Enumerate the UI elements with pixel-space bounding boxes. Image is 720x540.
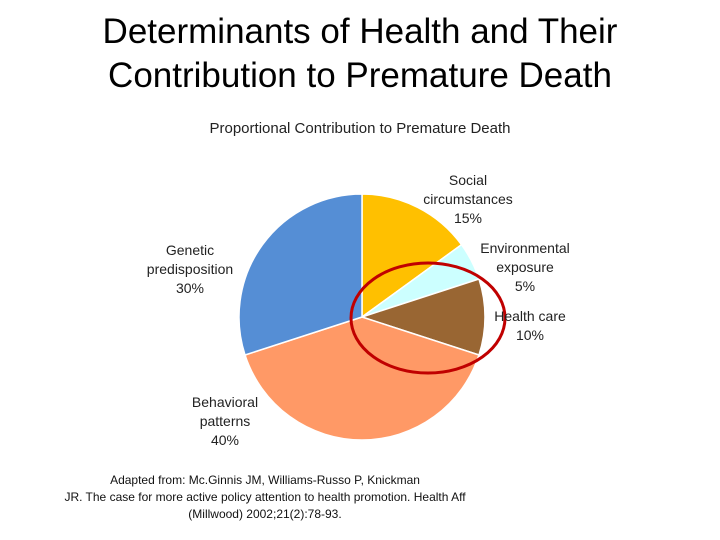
pie-slice-behavioral-patterns: [244, 316, 480, 441]
slice-value-label: 15%: [453, 210, 483, 226]
slice-label-line: circumstances: [423, 191, 513, 207]
slice-label-genetic-predisposition: Genetic predisposition 30%: [135, 241, 245, 298]
slice-value-label: 10%: [515, 327, 545, 343]
slice-label-line: patterns: [199, 413, 251, 429]
slice-label-line: Social: [448, 172, 488, 188]
slice-value-label: 40%: [210, 432, 240, 448]
slice-label-environmental-exposure: Environmental exposure 5%: [460, 239, 590, 296]
slice-label-line: Genetic: [165, 242, 215, 258]
citation-line-2: JR. The case for more active policy atte…: [64, 490, 466, 504]
citation-line-3: (Millwood) 2002;21(2):78-93.: [188, 507, 342, 521]
slice-label-line: exposure: [496, 259, 554, 275]
slice-label-behavioral-patterns: Behavioral patterns 40%: [165, 393, 285, 450]
pie-slice-health-care: [359, 278, 486, 356]
slide-title: Determinants of Health and Their Contrib…: [0, 10, 720, 98]
pie-slice-social-circumstances: [361, 193, 463, 319]
slice-value-label: 5%: [514, 278, 536, 294]
slice-label-social-circumstances: Social circumstances 15%: [398, 171, 538, 228]
slice-label-line: Environmental: [480, 240, 570, 256]
citation-line-1: Adapted from: Mc.Ginnis JM, Williams-Rus…: [110, 473, 420, 487]
slide-title-line-2: Contribution to Premature Death: [108, 56, 612, 95]
slide-title-line-1: Determinants of Health and Their: [102, 12, 618, 51]
slice-label-health-care: Health care 10%: [475, 307, 585, 345]
pie-slice-genetic-predisposition: [238, 193, 363, 356]
slice-label-line: predisposition: [146, 261, 234, 277]
highlight-circle: [349, 261, 507, 375]
slice-value-label: 30%: [175, 280, 205, 296]
slice-label-line: Health care: [494, 308, 566, 324]
chart-title: Proportional Contribution to Premature D…: [209, 120, 511, 137]
citation: Adapted from: Mc.Ginnis JM, Williams-Rus…: [30, 472, 500, 523]
slice-label-line: Behavioral: [191, 394, 259, 410]
